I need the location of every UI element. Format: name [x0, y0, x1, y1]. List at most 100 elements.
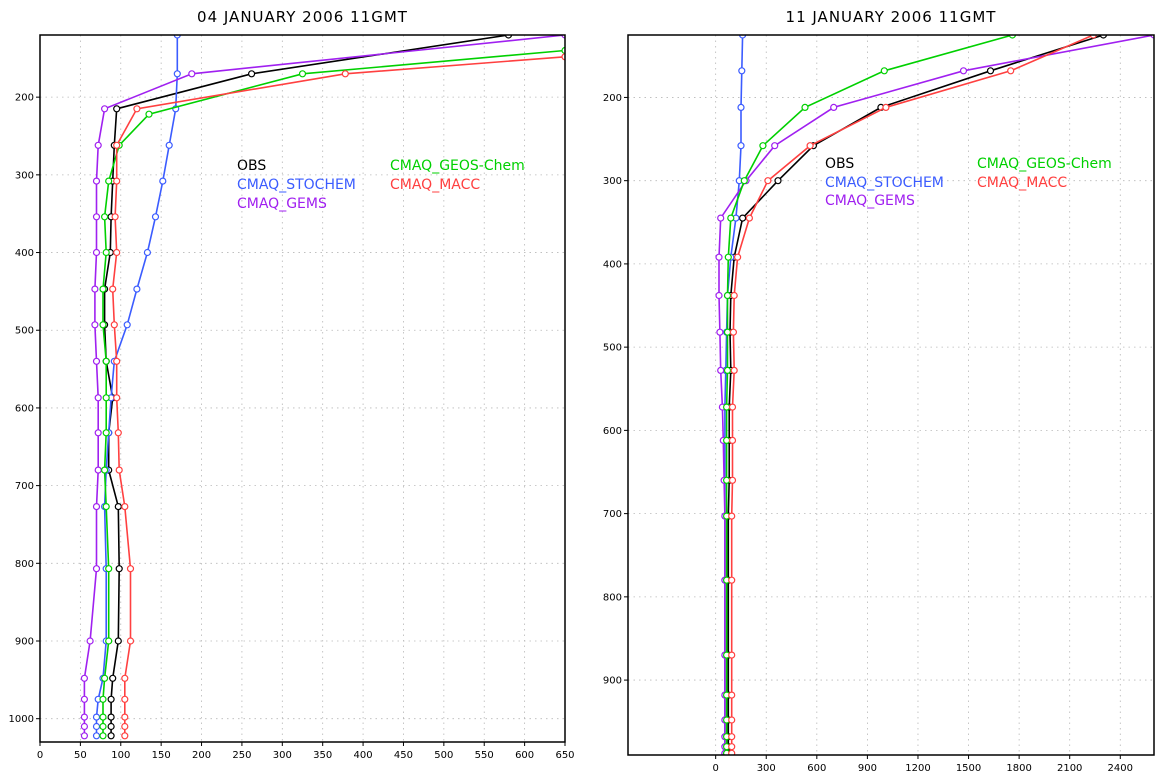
y-tick-label: 300 — [603, 176, 622, 187]
series-line-cmaq-geos-chem — [725, 35, 1013, 754]
data-point-obs — [113, 105, 121, 113]
data-point-cmaq-geos-chem — [724, 253, 732, 261]
data-point-cmaq-macc — [1007, 67, 1015, 75]
data-point-cmaq-gems — [717, 214, 725, 222]
y-tick-label: 500 — [603, 343, 622, 354]
series-line-cmaq-gems — [718, 35, 1154, 754]
data-point-obs — [248, 70, 256, 78]
x-tick-label: 1800 — [1006, 763, 1031, 773]
data-point-obs — [738, 214, 747, 222]
data-point-obs — [986, 67, 995, 75]
data-point-cmaq-macc — [113, 357, 121, 365]
y-tick-label: 400 — [603, 259, 622, 270]
y-tick-label: 400 — [15, 248, 34, 259]
data-point-cmaq-macc — [728, 576, 736, 584]
x-tick-label: 1500 — [956, 763, 981, 773]
data-point-cmaq-geos-chem — [99, 722, 107, 731]
data-point-cmaq-macc — [745, 214, 754, 222]
x-tick-label: 100 — [111, 750, 130, 761]
data-point-cmaq-gems — [92, 503, 101, 511]
x-tick-label: 250 — [232, 750, 251, 761]
data-point-cmaq-gems — [717, 366, 725, 374]
x-tick-label: 550 — [475, 750, 494, 761]
data-point-cmaq-gems — [80, 695, 89, 703]
data-point-cmaq-macc — [733, 253, 742, 261]
data-point-cmaq-macc — [113, 141, 121, 149]
data-point-cmaq-stochem — [92, 722, 101, 731]
data-point-cmaq-gems — [188, 70, 196, 78]
x-tick-label: 300 — [757, 763, 776, 773]
data-point-cmaq-gems — [91, 285, 99, 293]
data-point-cmaq-macc — [728, 743, 736, 751]
x-tick-label: 300 — [273, 750, 292, 761]
x-tick-label: 600 — [515, 750, 534, 761]
data-point-cmaq-stochem — [159, 177, 167, 185]
data-point-cmaq-gems — [716, 328, 724, 336]
y-tick-label: 200 — [15, 93, 34, 104]
data-point-cmaq-macc — [109, 285, 117, 293]
data-point-cmaq-geos-chem — [105, 177, 113, 185]
data-point-obs — [114, 503, 122, 511]
y-tick-label: 700 — [15, 481, 34, 492]
legend-entry: CMAQ_MACC — [977, 175, 1067, 191]
y-tick-label: 800 — [603, 592, 622, 603]
data-point-cmaq-macc — [121, 695, 129, 703]
data-point-cmaq-gems — [92, 565, 101, 573]
data-point-cmaq-gems — [715, 291, 723, 300]
data-point-cmaq-geos-chem — [759, 142, 767, 150]
y-tick-label: 900 — [603, 676, 622, 687]
plot-frame — [39, 34, 566, 743]
x-tick-label: 0 — [712, 763, 718, 773]
x-tick-label: 0 — [37, 750, 43, 761]
series-line-obs — [727, 35, 1104, 754]
data-point-cmaq-stochem — [738, 67, 746, 75]
data-point-cmaq-geos-chem — [722, 436, 731, 444]
data-point-cmaq-geos-chem — [99, 713, 107, 721]
data-point-cmaq-gems — [92, 357, 101, 365]
data-point-cmaq-stochem — [165, 141, 173, 149]
legend-entry: CMAQ_MACC — [390, 177, 480, 193]
legend-entry: CMAQ_GEMS — [825, 193, 915, 209]
data-point-cmaq-macc — [121, 732, 129, 740]
data-point-obs — [107, 695, 115, 703]
data-point-cmaq-geos-chem — [100, 466, 109, 474]
legend-entry: OBS — [237, 158, 266, 174]
y-tick-label: 600 — [15, 403, 34, 414]
data-point-cmaq-geos-chem — [102, 429, 110, 437]
data-point-cmaq-macc — [115, 466, 123, 474]
x-tick-label: 2100 — [1057, 763, 1082, 773]
x-tick-label: 200 — [192, 750, 211, 761]
data-point-cmaq-stochem — [737, 142, 745, 150]
data-point-cmaq-macc — [764, 177, 772, 185]
x-tick-label: 400 — [354, 750, 373, 761]
series-line-cmaq-macc — [730, 35, 1094, 754]
data-point-cmaq-macc — [728, 749, 736, 755]
legend-entry: OBS — [825, 156, 854, 172]
y-tick-label: 800 — [15, 559, 34, 570]
series-line-cmaq-gems — [83, 35, 565, 736]
data-point-cmaq-macc — [728, 436, 737, 444]
y-tick-label: 700 — [603, 509, 622, 520]
x-tick-label: 450 — [394, 750, 413, 761]
y-tick-label: 300 — [15, 170, 34, 181]
data-point-cmaq-gems — [80, 674, 89, 682]
x-tick-label: 1200 — [905, 763, 930, 773]
data-point-cmaq-macc — [121, 713, 129, 721]
data-point-cmaq-macc — [728, 403, 737, 411]
data-point-cmaq-geos-chem — [722, 476, 731, 484]
data-point-obs — [115, 565, 123, 573]
data-point-cmaq-macc — [728, 716, 736, 724]
data-point-cmaq-geos-chem — [99, 321, 107, 329]
data-point-cmaq-gems — [100, 105, 109, 113]
data-point-cmaq-gems — [771, 142, 779, 150]
data-point-cmaq-geos-chem — [105, 637, 113, 645]
x-tick-label: 650 — [555, 750, 574, 761]
data-point-cmaq-stochem — [92, 732, 101, 740]
legend-entry: CMAQ_STOCHEM — [825, 175, 944, 191]
data-point-cmaq-gems — [80, 713, 89, 721]
data-point-cmaq-stochem — [737, 103, 745, 112]
data-point-cmaq-macc — [728, 651, 736, 659]
x-tick-label: 150 — [152, 750, 171, 761]
data-point-cmaq-gems — [715, 253, 723, 261]
